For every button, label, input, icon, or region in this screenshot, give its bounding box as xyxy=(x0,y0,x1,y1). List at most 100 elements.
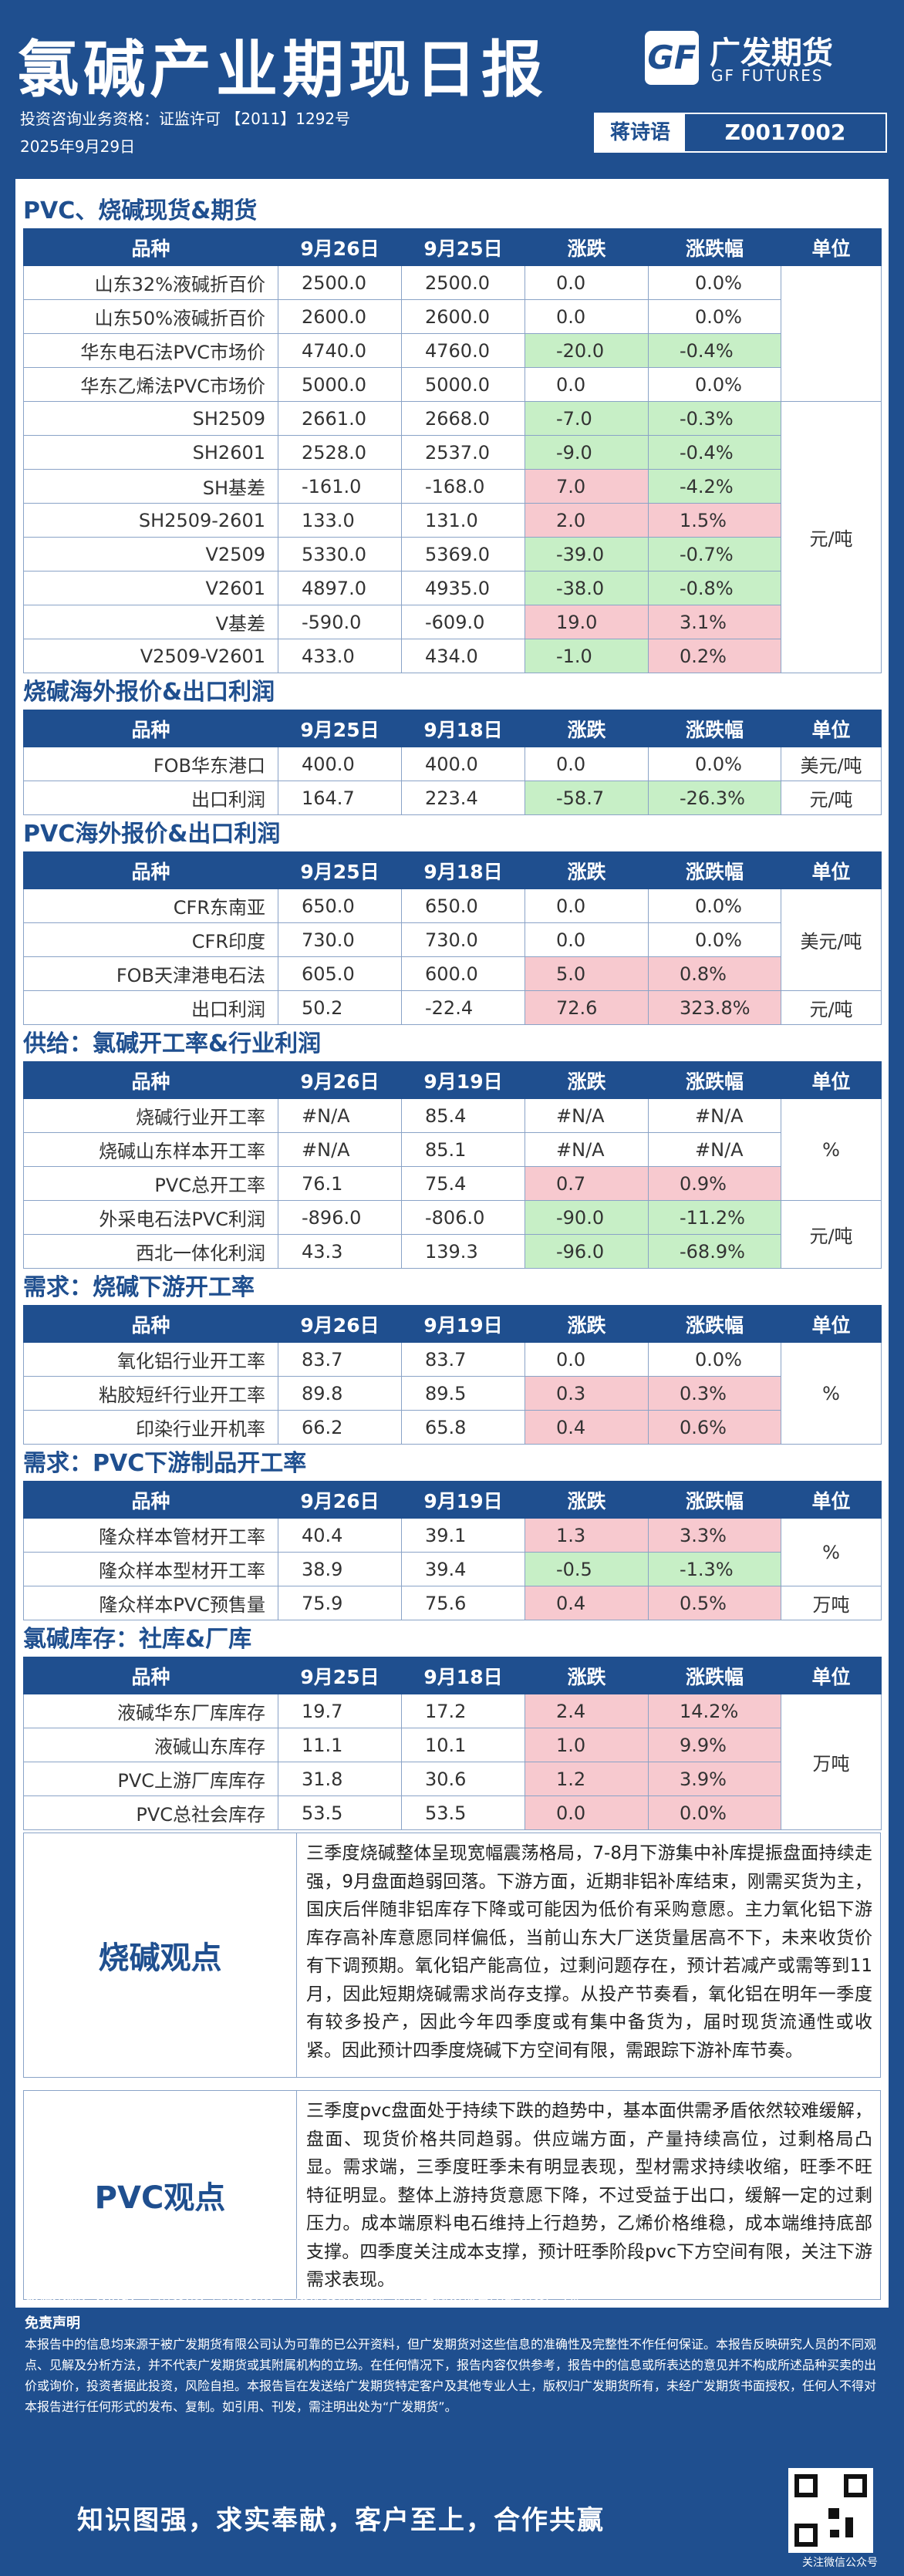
unit-cell: 万吨 xyxy=(781,1586,882,1620)
change-pct-cell: 3.9% xyxy=(648,1762,781,1796)
unit-cell: 美元/吨 xyxy=(781,747,882,781)
value-cell: 17.2 xyxy=(401,1694,525,1728)
change-pct-cell: 0.0% xyxy=(648,367,781,402)
table-row: V2601 4897.0 4935.0 -38.0 -0.8% xyxy=(23,571,882,605)
value-cell: 2600.0 xyxy=(278,299,402,334)
item-name: SH2509 xyxy=(23,401,278,436)
item-name: V基差 xyxy=(23,605,278,639)
change-cell: 2.4 xyxy=(525,1694,649,1728)
change-pct-cell: 0.0% xyxy=(648,888,781,923)
value-cell: -22.4 xyxy=(401,990,525,1025)
change-cell: 19.0 xyxy=(525,605,649,639)
table-row: SH2509-2601 133.0 131.0 2.0 1.5% xyxy=(23,503,882,538)
table-row: PVC上游厂库库存 31.8 30.6 1.2 3.9% xyxy=(23,1762,882,1796)
value-cell: 4760.0 xyxy=(401,333,525,368)
col-header: 单位 xyxy=(781,1305,882,1343)
change-pct-cell: -0.4% xyxy=(648,435,781,470)
col-header: 品种 xyxy=(23,1657,278,1694)
value-cell: 10.1 xyxy=(401,1728,525,1762)
change-pct-cell: -0.4% xyxy=(648,333,781,368)
change-cell: 0.0 xyxy=(525,1795,649,1830)
change-cell: -96.0 xyxy=(525,1234,649,1269)
value-cell: 433.0 xyxy=(278,639,402,673)
value-cell: -896.0 xyxy=(278,1200,402,1235)
value-cell: 164.7 xyxy=(278,781,402,815)
section-title-inventory: 氯碱库存：社库&厂库 xyxy=(23,1626,252,1653)
value-cell: 39.4 xyxy=(401,1552,525,1586)
col-header: 涨跌 xyxy=(525,228,649,266)
col-header: 9月26日 xyxy=(278,1061,402,1099)
col-header: 9月25日 xyxy=(401,228,525,266)
col-header: 品种 xyxy=(23,228,278,266)
table-row: 隆众样本型材开工率 38.9 39.4 -0.5 -1.3% xyxy=(23,1552,882,1586)
item-name: SH2509-2601 xyxy=(23,503,278,538)
change-pct-cell: -0.7% xyxy=(648,537,781,572)
value-cell: #N/A xyxy=(278,1098,402,1133)
value-cell: 31.8 xyxy=(278,1762,402,1796)
value-cell: 2500.0 xyxy=(278,265,402,300)
value-cell: 600.0 xyxy=(401,956,525,991)
unit-cell: 万吨 xyxy=(781,1694,882,1830)
value-cell: 85.1 xyxy=(401,1132,525,1167)
change-cell: 0.4 xyxy=(525,1586,649,1620)
col-header: 品种 xyxy=(23,1305,278,1343)
item-name: V2509 xyxy=(23,537,278,572)
item-name: V2601 xyxy=(23,571,278,605)
value-cell: 53.5 xyxy=(278,1795,402,1830)
table-row: 印染行业开机率 66.2 65.8 0.4 0.6% xyxy=(23,1410,882,1445)
unit-cell: 元/吨 xyxy=(781,781,882,815)
value-cell: 400.0 xyxy=(401,747,525,781)
value-cell: 66.2 xyxy=(278,1410,402,1445)
col-header: 涨跌 xyxy=(525,851,649,889)
value-cell: 5000.0 xyxy=(278,367,402,402)
table-row: SH基差 -161.0 -168.0 7.0 -4.2% xyxy=(23,469,882,504)
col-header: 涨跌幅 xyxy=(648,851,781,889)
table-row: CFR东南亚 650.0 650.0 0.0 0.0% 美元/吨 xyxy=(23,888,882,991)
item-name: 隆众样本管材开工率 xyxy=(23,1518,278,1553)
change-cell: -38.0 xyxy=(525,571,649,605)
col-header: 9月25日 xyxy=(278,710,402,747)
license-text: 投资咨询业务资格：证监许可 【2011】1292号 xyxy=(20,110,351,128)
change-cell: 0.7 xyxy=(525,1166,649,1201)
value-cell: 4935.0 xyxy=(401,571,525,605)
change-pct-cell: #N/A xyxy=(648,1132,781,1167)
change-cell: -9.0 xyxy=(525,435,649,470)
col-header: 9月26日 xyxy=(278,1481,402,1519)
col-header: 涨跌幅 xyxy=(648,1657,781,1694)
item-name: 粘胶短纤行业开工率 xyxy=(23,1376,278,1411)
table-caustic-demand: 品种 9月26日 9月19日 涨跌 涨跌幅 单位 氧化铝行业开工率 83.7 83.… xyxy=(23,1305,882,1445)
report-title: 氯碱产业期现日报 xyxy=(17,34,548,106)
analyst-code: Z0017002 xyxy=(724,120,846,145)
item-name: 西北一体化利润 xyxy=(23,1234,278,1269)
change-cell: 1.2 xyxy=(525,1762,649,1796)
change-pct-cell: 0.3% xyxy=(648,1376,781,1411)
col-header: 9月25日 xyxy=(278,851,402,889)
view-caustic-label: 烧碱观点 xyxy=(24,1833,297,2077)
value-cell: 2668.0 xyxy=(401,401,525,436)
change-cell: 5.0 xyxy=(525,956,649,991)
table-header-row: 品种 9月26日 9月19日 涨跌 涨跌幅 单位 xyxy=(23,1481,882,1519)
table-row: 液碱山东库存 11.1 10.1 1.0 9.9% xyxy=(23,1728,882,1762)
table-header-row: 品种 9月25日 9月18日 涨跌 涨跌幅 单位 xyxy=(23,710,882,747)
table-row: FOB华东港口 400.0 400.0 0.0 0.0% 美元/吨 xyxy=(23,747,882,781)
value-cell: 83.7 xyxy=(401,1342,525,1377)
change-cell: 0.4 xyxy=(525,1410,649,1445)
value-cell: 75.9 xyxy=(278,1586,402,1620)
col-header: 涨跌 xyxy=(525,1061,649,1099)
change-cell: 1.3 xyxy=(525,1518,649,1553)
value-cell: 131.0 xyxy=(401,503,525,538)
change-pct-cell: -68.9% xyxy=(648,1234,781,1269)
item-name: V2509-V2601 xyxy=(23,639,278,673)
value-cell: 30.6 xyxy=(401,1762,525,1796)
value-cell: 40.4 xyxy=(278,1518,402,1553)
value-cell: 650.0 xyxy=(278,888,402,923)
value-cell: 19.7 xyxy=(278,1694,402,1728)
table-row: PVC总开工率 76.1 75.4 0.7 0.9% xyxy=(23,1166,882,1201)
col-header: 涨跌幅 xyxy=(648,1481,781,1519)
value-cell: 5000.0 xyxy=(401,367,525,402)
value-cell: 75.6 xyxy=(401,1586,525,1620)
view-pvc: PVC观点 三季度pvc盘面处于持续下跌的趋势中，基本面供需矛盾依然较难缓解，盘… xyxy=(23,2090,881,2300)
item-name: 烧碱行业开工率 xyxy=(23,1098,278,1133)
unit-cell: % xyxy=(781,1342,882,1445)
